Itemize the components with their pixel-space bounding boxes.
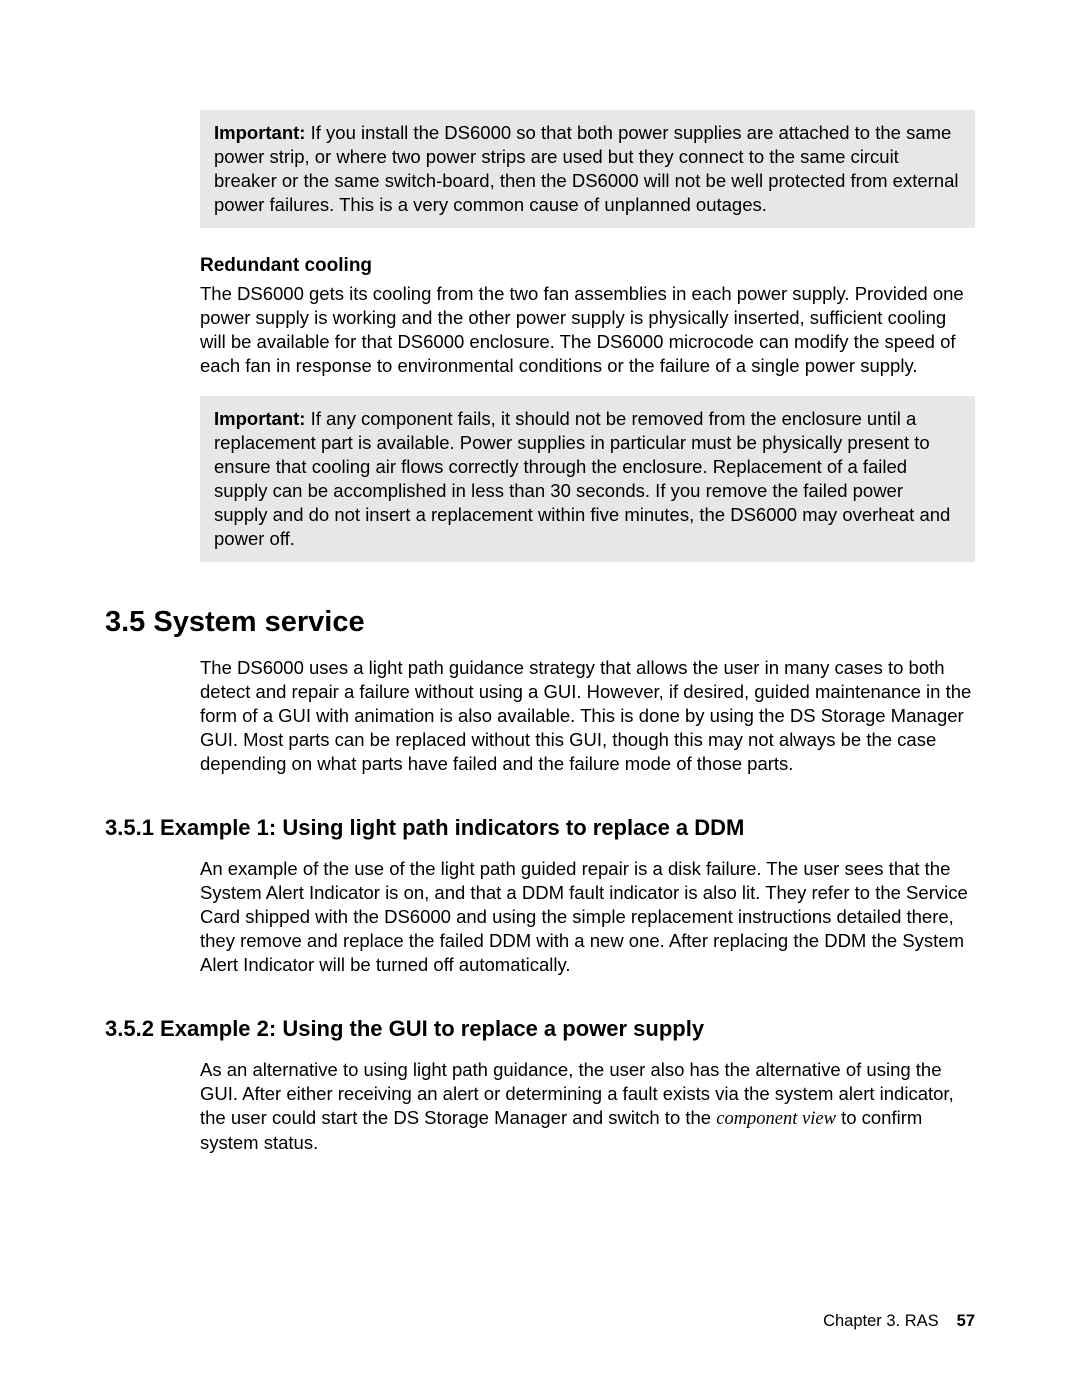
important-note-1: Important: If you install the DS6000 so … (200, 110, 975, 228)
section-3-5-1-body: An example of the use of the light path … (200, 857, 975, 977)
para-3-5-1: An example of the use of the light path … (200, 857, 975, 977)
heading-3-5-1: 3.5.1 Example 1: Using light path indica… (105, 814, 975, 843)
footer-chapter: Chapter 3. RAS (823, 1312, 939, 1330)
section-3-5-2-body: As an alternative to using light path gu… (200, 1058, 975, 1155)
para-3-5-2: As an alternative to using light path gu… (200, 1058, 975, 1155)
page-footer: Chapter 3. RAS 57 (823, 1311, 975, 1332)
note-label: Important: (214, 122, 305, 143)
section-3-5-body: The DS6000 uses a light path guidance st… (200, 656, 975, 776)
important-note-2: Important: If any component fails, it sh… (200, 396, 975, 562)
italic-component-view: component view (716, 1109, 836, 1129)
content-column: Important: If you install the DS6000 so … (200, 110, 975, 562)
page: Important: If you install the DS6000 so … (0, 0, 1080, 1397)
footer-page-number: 57 (957, 1312, 975, 1330)
heading-3-5: 3.5 System service (105, 604, 975, 642)
subheading-redundant-cooling: Redundant cooling (200, 254, 975, 279)
para-3-5: The DS6000 uses a light path guidance st… (200, 656, 975, 776)
para-redundant-cooling: The DS6000 gets its cooling from the two… (200, 282, 975, 378)
note-label: Important: (214, 408, 305, 429)
note-text: If any component fails, it should not be… (214, 408, 950, 549)
heading-3-5-2: 3.5.2 Example 2: Using the GUI to replac… (105, 1015, 975, 1044)
note-text: If you install the DS6000 so that both p… (214, 122, 959, 215)
